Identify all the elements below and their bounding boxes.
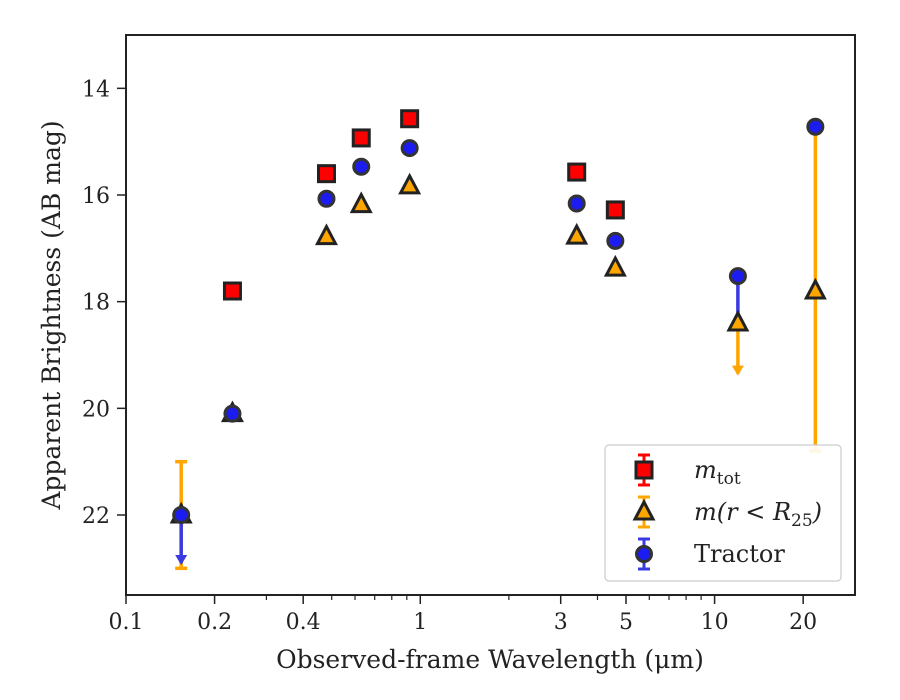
plot-frame bbox=[125, 34, 856, 596]
legend-circle-marker bbox=[635, 545, 653, 563]
triangle-point bbox=[349, 191, 373, 214]
circle-point bbox=[352, 157, 371, 176]
legend-label: mtot bbox=[694, 456, 741, 489]
y-tick-label: 22 bbox=[82, 504, 110, 529]
circle-point bbox=[728, 267, 747, 286]
legend-triangle-marker bbox=[632, 498, 656, 521]
circle-point bbox=[172, 506, 191, 524]
circle-point bbox=[606, 231, 625, 250]
legend: mtot m(r < R25) Tractor bbox=[604, 444, 842, 582]
x-tick-label: 3 bbox=[554, 610, 568, 635]
legend-box bbox=[604, 444, 842, 582]
chart-marks bbox=[169, 109, 827, 571]
legend-label: Tractor bbox=[694, 540, 785, 568]
square-point bbox=[400, 109, 420, 129]
x-tick-label: 5 bbox=[619, 610, 633, 635]
circle-point bbox=[567, 194, 586, 213]
square-point bbox=[351, 128, 371, 148]
x-tick-label: 0.4 bbox=[286, 610, 321, 635]
x-tick-label: 1 bbox=[413, 610, 427, 635]
x-axis-label: Observed-frame Wavelength (μm) bbox=[276, 645, 704, 674]
x-tick-label: 0.2 bbox=[197, 610, 232, 635]
x-tick-label: 10 bbox=[701, 610, 729, 635]
y-tick-label: 20 bbox=[82, 397, 110, 422]
triangle-point bbox=[398, 172, 422, 195]
legend-label: m(r < R25) bbox=[694, 498, 822, 531]
y-tick-label: 16 bbox=[82, 184, 110, 209]
triangle-point bbox=[314, 223, 338, 246]
y-tick-label: 18 bbox=[82, 291, 110, 316]
triangle-point bbox=[603, 254, 627, 277]
legend-label-main: m(r < R bbox=[694, 498, 791, 526]
circle-point bbox=[806, 117, 825, 136]
axes: 0.1 0.2 0.4 1 3 5 10 20 14 16 18 20 22 bbox=[82, 77, 817, 635]
square-point bbox=[316, 164, 336, 184]
circle-point bbox=[223, 404, 242, 423]
legend-label-subscript: tot bbox=[717, 469, 741, 489]
circle-point bbox=[400, 139, 419, 158]
circle-point bbox=[317, 189, 336, 208]
legend-label-main: m bbox=[694, 456, 717, 484]
legend-label-main: Tractor bbox=[694, 540, 785, 568]
triangle-point bbox=[803, 277, 827, 300]
legend-label-subscript: 25 bbox=[791, 511, 813, 531]
x-tick-label: 0.1 bbox=[109, 610, 144, 635]
triangle-point bbox=[565, 222, 589, 245]
upper-limit-arrow bbox=[731, 365, 744, 376]
y-tick-label: 14 bbox=[82, 77, 110, 102]
square-point bbox=[222, 281, 242, 301]
x-tick-label: 20 bbox=[789, 610, 817, 635]
legend-square-marker bbox=[634, 460, 654, 480]
triangle-point bbox=[726, 309, 750, 332]
square-point bbox=[567, 162, 587, 182]
square-point bbox=[605, 200, 625, 220]
legend-label-suffix: ) bbox=[812, 498, 822, 526]
upper-limit-arrow bbox=[175, 555, 188, 565]
y-axis-label: Apparent Brightness (AB mag) bbox=[37, 120, 66, 510]
